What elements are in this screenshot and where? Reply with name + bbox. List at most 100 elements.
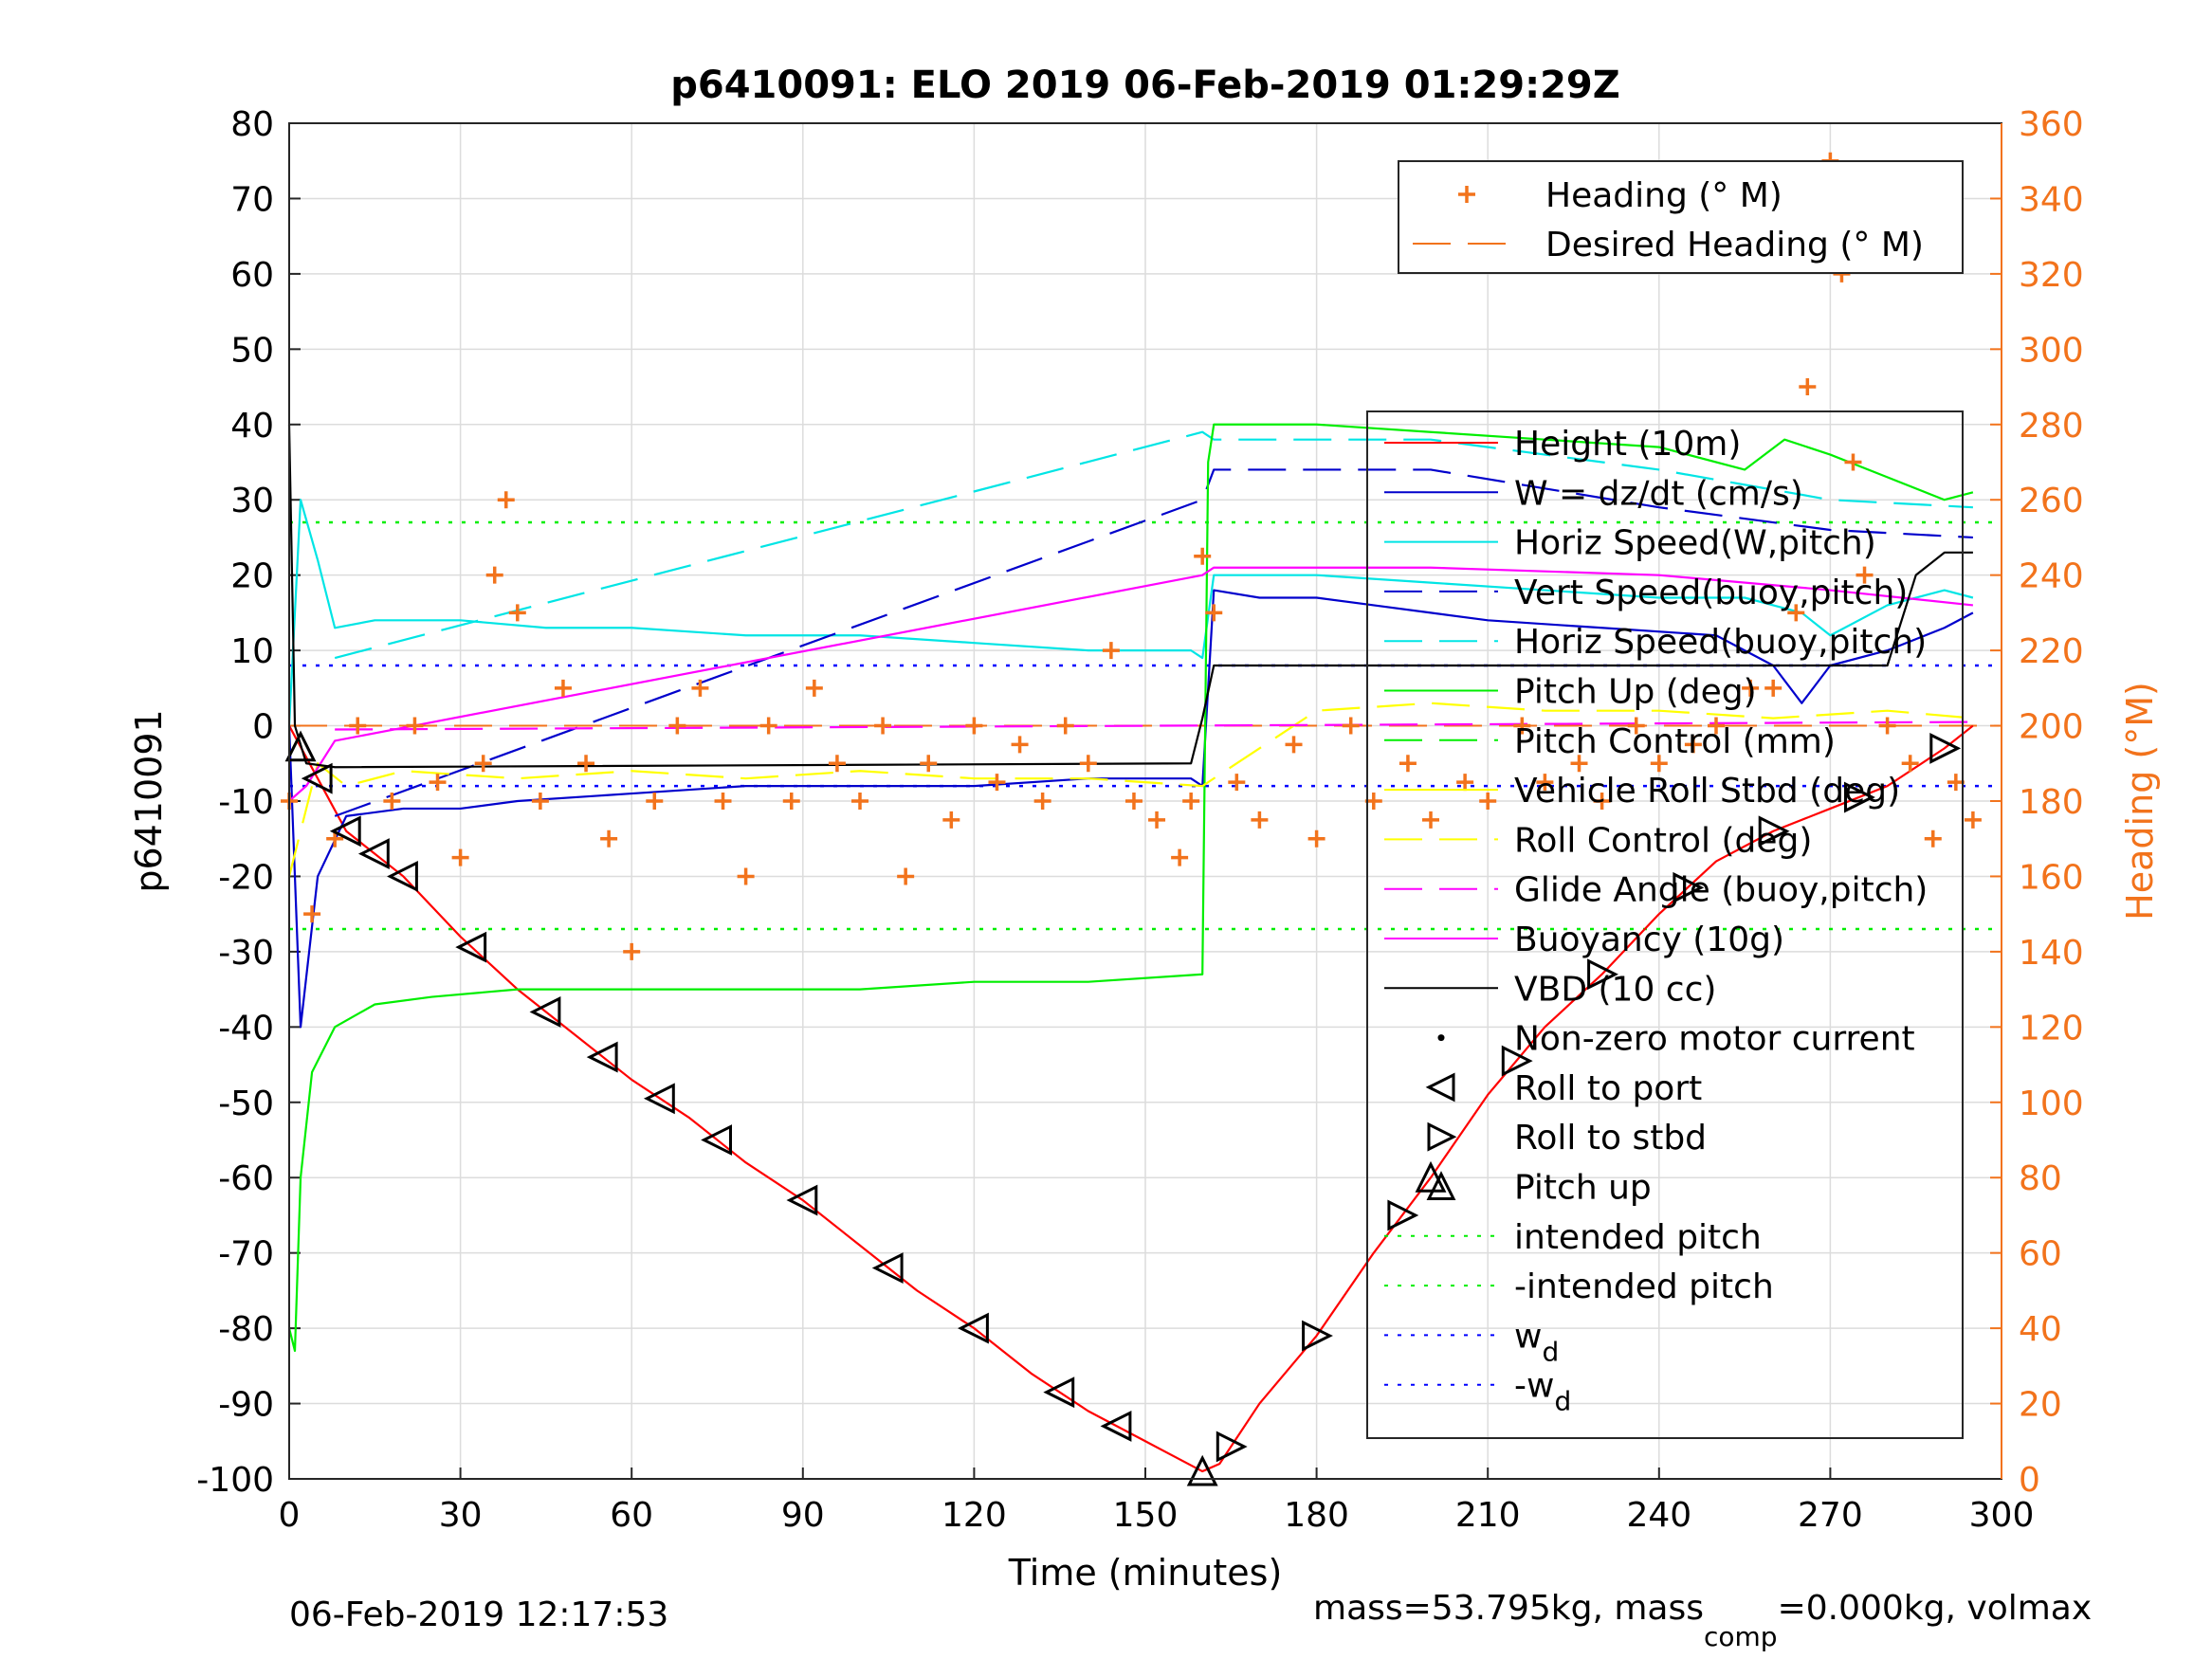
y-tick-label: -30 [218, 934, 274, 973]
series-roll-control-deg [287, 702, 1973, 877]
series-vbd-10-cc [287, 424, 1973, 769]
y-right-tick-label: 220 [2019, 632, 2084, 671]
heading-point [1844, 453, 1862, 471]
legend-main-swatch [1437, 1034, 1445, 1042]
y-right-tick-label: 120 [2019, 1009, 2084, 1048]
roll-port-marker [455, 931, 487, 963]
legend-main-swatch [1425, 1072, 1455, 1103]
legend-main-label: Roll to port [1514, 1069, 1702, 1108]
heading-point [1102, 642, 1120, 660]
heading-point [1964, 811, 1982, 829]
pitch-up-marker [1186, 1454, 1218, 1486]
legend-main-label: Pitch up [1514, 1169, 1652, 1208]
roll-stbd-marker [1216, 1431, 1248, 1463]
legend-main-label: Buoyancy (10g) [1514, 921, 1784, 959]
mass-footer-prefix: mass=53.795kg, mass [1313, 1589, 1704, 1628]
legend-heading: Heading (° M) Desired Heading (° M) [1398, 160, 1964, 274]
heading-point [1787, 604, 1805, 622]
heading-point [1593, 793, 1611, 810]
y-tick-label: 70 [230, 180, 274, 219]
heading-point [1764, 679, 1782, 697]
y-tick-label: -40 [218, 1009, 274, 1048]
heading-point [451, 848, 469, 866]
heading-point [1650, 755, 1668, 773]
roll-port-marker [1100, 1410, 1132, 1442]
x-tick-label: 0 [279, 1496, 301, 1535]
heading-point [1011, 736, 1029, 754]
heading-point [1398, 755, 1417, 773]
heading-point [691, 679, 709, 697]
roll-port-marker [329, 815, 361, 848]
heading-point [759, 717, 777, 735]
roll-stbd-marker [1929, 732, 1962, 764]
y-tick-label: -20 [218, 858, 274, 897]
mass-footer-sub: comp [1704, 1621, 1778, 1652]
x-tick-label: 180 [1284, 1496, 1349, 1535]
y-tick-label: -70 [218, 1235, 274, 1274]
x-tick-label: 90 [781, 1496, 825, 1535]
y-axis-label: p6410091 [128, 709, 170, 892]
roll-stbd-marker [1501, 1045, 1533, 1077]
y-tick-label: 40 [230, 407, 274, 446]
legend-heading-label: Desired Heading (° M) [1545, 226, 1924, 264]
x-tick-label: 300 [1969, 1496, 2035, 1535]
x-tick-labels: 0 30 60 90 120 150 180 210 240 270 300 [279, 1496, 2035, 1535]
series-pitch-up-deg [287, 423, 1974, 1353]
legend-main-label: VBD (10 cc) [1514, 970, 1716, 1009]
legend-main-swatch [1427, 1121, 1457, 1152]
heading-point [805, 679, 823, 697]
heading-point [1456, 774, 1474, 792]
roll-stbd-marker [1673, 871, 1705, 903]
heading-point [303, 905, 321, 923]
heading-point [508, 604, 526, 622]
heading-point [1033, 793, 1051, 810]
x-axis-label: Time (minutes) [1008, 1552, 1283, 1594]
x-tick-label: 150 [1113, 1496, 1179, 1535]
y-tick-label: 10 [230, 632, 274, 671]
x-tick-label: 30 [439, 1496, 483, 1535]
y-right-tick-label: 240 [2019, 557, 2084, 596]
legend-main-label: W = dz/dt (cm/s) [1514, 474, 1803, 513]
pitch-up-marker [1415, 1160, 1447, 1193]
heading-point [965, 717, 983, 735]
legend-main-swatch [1426, 1171, 1456, 1200]
legend-main-label: Horiz Speed(buoy,pitch) [1514, 623, 1927, 662]
heading-point [1171, 848, 1189, 866]
heading-point [497, 491, 515, 509]
heading-point [1878, 717, 1896, 735]
roll-stbd-marker [1302, 1320, 1333, 1352]
x-tick-label: 270 [1798, 1496, 1863, 1535]
heading-point [406, 717, 424, 735]
y-tick-label: -60 [218, 1159, 274, 1198]
roll-port-marker [958, 1312, 989, 1344]
heading-point [874, 717, 892, 735]
roll-port-marker [586, 1041, 618, 1073]
heading-point [714, 793, 732, 810]
y-tick-label: 20 [230, 557, 274, 596]
heading-point [1307, 830, 1325, 848]
heading-point [1205, 604, 1223, 622]
heading-point [1627, 717, 1645, 735]
y-right-tick-label: 160 [2019, 858, 2084, 897]
heading-point [668, 717, 686, 735]
heading-point [1182, 793, 1200, 810]
legend-main-label: Vehicle Roll Stbd (deg) [1514, 772, 1900, 811]
heading-point [1479, 793, 1497, 810]
y-right-tick-label: 80 [2019, 1159, 2062, 1198]
heading-point [1708, 717, 1725, 735]
heading-point [1228, 774, 1246, 792]
y-tick-labels: 80 70 60 50 40 30 20 10 0 -10 -20 -30 -40 -50 -60 -70 -8… [196, 105, 274, 1500]
legend-main-label: Pitch Up (deg) [1514, 673, 1757, 712]
y-right-tick-label: 280 [2019, 407, 2084, 446]
y-right-tick-label: 140 [2019, 934, 2084, 973]
legend-main-label: Roll to stbd [1514, 1119, 1707, 1158]
y-tick-label: -100 [196, 1461, 274, 1500]
heading-point [600, 830, 618, 848]
legend-heading-swatch [1458, 186, 1475, 203]
heading-point [1570, 755, 1588, 773]
heading-point [782, 793, 800, 810]
heading-point [1194, 547, 1212, 565]
heading-point [920, 755, 938, 773]
heading-point [1799, 378, 1817, 396]
